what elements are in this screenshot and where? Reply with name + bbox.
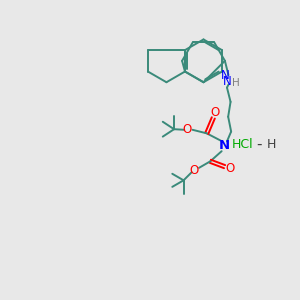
Text: O: O — [182, 123, 192, 136]
Text: H: H — [232, 78, 240, 88]
Text: O: O — [225, 162, 235, 175]
Text: N: N — [220, 69, 230, 82]
Text: N: N — [219, 139, 230, 152]
Text: N: N — [223, 74, 231, 88]
Text: HCl: HCl — [231, 138, 253, 151]
Text: O: O — [210, 106, 219, 119]
Text: H: H — [267, 138, 277, 151]
Text: -: - — [256, 136, 262, 152]
Text: O: O — [189, 164, 198, 177]
